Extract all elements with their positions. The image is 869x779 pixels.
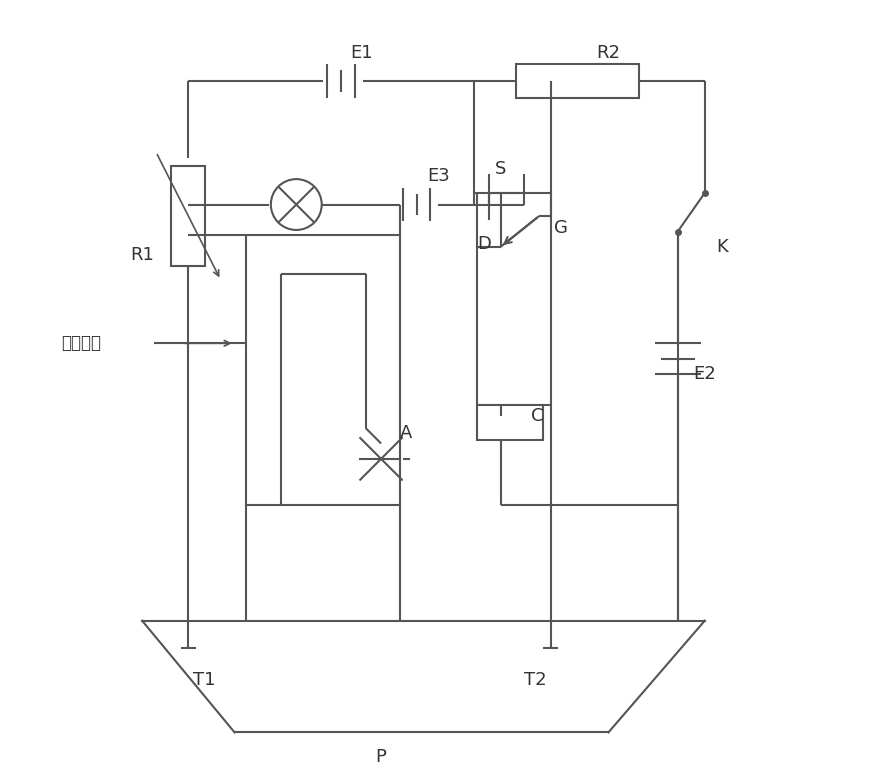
Text: E3: E3 — [427, 167, 450, 185]
Text: C: C — [531, 407, 543, 425]
Text: G: G — [554, 219, 567, 237]
Bar — [515, 65, 639, 98]
Bar — [171, 166, 205, 266]
Bar — [477, 193, 550, 405]
Text: D: D — [477, 235, 491, 253]
Bar — [477, 405, 542, 439]
Text: T1: T1 — [192, 671, 215, 689]
Text: K: K — [715, 238, 727, 256]
Text: T2: T2 — [523, 671, 546, 689]
Text: E2: E2 — [693, 365, 715, 383]
Text: P: P — [375, 748, 386, 766]
Text: S: S — [494, 160, 506, 178]
Text: R2: R2 — [596, 44, 620, 62]
Text: E1: E1 — [350, 44, 373, 62]
Text: R1: R1 — [129, 245, 154, 263]
Text: A: A — [399, 425, 411, 442]
Text: 储水容器: 储水容器 — [61, 334, 101, 352]
